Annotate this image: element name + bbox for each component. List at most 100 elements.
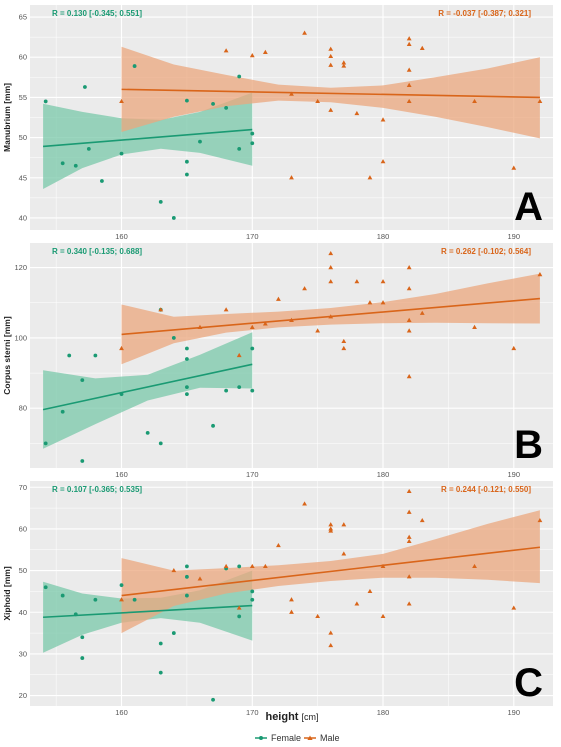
panel-b: 160 170 180 190 80 100 120 Corpus sterni [mm] R … — [2, 243, 553, 479]
female-data-point — [60, 593, 65, 598]
male-data-point — [367, 300, 373, 305]
female-data-point — [43, 99, 48, 104]
x-tick-label: 160 — [115, 470, 128, 479]
male-data-point — [302, 286, 307, 291]
female-data-point — [185, 346, 189, 351]
male-data-point — [406, 36, 412, 41]
male-data-point — [249, 324, 255, 329]
male-data-point — [249, 563, 255, 569]
female-data-point — [43, 585, 48, 590]
panel-letter: B — [514, 423, 543, 467]
y-tick-label: 45 — [19, 173, 27, 182]
male-data-point — [406, 41, 412, 46]
female-data-point — [185, 574, 189, 579]
male-data-point — [302, 30, 307, 35]
male-data-point — [380, 117, 386, 122]
female-data-point — [67, 353, 72, 358]
legend-female-label: Female — [271, 733, 301, 743]
panel-letter: C — [514, 661, 543, 705]
male-data-point — [119, 597, 124, 602]
male-fit-line — [121, 88, 540, 99]
male-data-point — [406, 286, 412, 291]
male-correlation-label: R = -0.037 [-0.387; 0.321] — [438, 9, 531, 18]
female-confidence-band — [43, 92, 253, 189]
male-data-point — [341, 338, 347, 344]
female-data-point — [80, 378, 85, 383]
male-data-point — [197, 324, 203, 329]
male-data-point — [158, 307, 164, 312]
female-data-point — [60, 161, 65, 166]
female-data-point — [211, 423, 215, 428]
male-data-point — [262, 49, 268, 55]
male-data-point — [341, 63, 347, 68]
male-data-point — [223, 48, 229, 53]
x-tick-label: 190 — [508, 232, 521, 241]
y-axis-label: Xiphoid [mm] — [2, 566, 12, 620]
male-data-point — [406, 373, 412, 379]
male-data-point — [197, 576, 203, 581]
y-tick-label: 60 — [19, 53, 27, 62]
male-data-point — [328, 528, 334, 533]
male-data-point — [511, 165, 517, 170]
female-data-point — [250, 346, 255, 351]
legend-male-marker — [307, 735, 313, 740]
female-data-point — [132, 597, 137, 602]
male-data-point — [289, 91, 294, 96]
female-data-point — [185, 172, 189, 177]
female-data-point — [73, 612, 78, 617]
male-data-point — [302, 501, 307, 506]
x-axis-unit: [cm] — [302, 712, 319, 722]
male-data-point — [289, 317, 294, 322]
female-data-point — [86, 146, 91, 151]
male-data-point — [380, 279, 386, 284]
female-data-point — [250, 131, 255, 136]
male-fit-line — [121, 546, 541, 597]
x-axis-label: height [cm] — [265, 711, 318, 723]
panel-letter: A — [514, 185, 543, 229]
female-data-point — [171, 216, 176, 220]
x-tick-label: 190 — [508, 470, 521, 479]
male-data-point — [315, 98, 321, 104]
male-data-point — [328, 642, 334, 648]
female-data-point — [250, 141, 255, 146]
y-tick-label: 40 — [19, 608, 27, 617]
male-data-point — [406, 488, 412, 494]
y-tick-label: 50 — [19, 566, 27, 575]
male-data-point — [472, 324, 477, 329]
male-data-point — [537, 98, 543, 104]
y-tick-label: 20 — [19, 691, 27, 700]
panel-a: 160 170 180 190 40 45 50 55 60 65 Manubrium [mm] R … — [2, 5, 553, 241]
x-tick-label: 160 — [115, 232, 128, 241]
x-tick-label: 180 — [377, 708, 390, 717]
male-data-point — [171, 567, 177, 573]
female-data-point — [158, 670, 163, 675]
female-data-point — [185, 593, 189, 598]
female-fit-line — [43, 128, 253, 148]
y-tick-label: 100 — [14, 333, 27, 342]
x-tick-label: 170 — [246, 708, 259, 717]
male-data-point — [328, 265, 334, 270]
male-data-point — [367, 588, 373, 594]
male-data-point — [328, 314, 334, 319]
female-correlation-label: R = 0.130 [-0.345; 0.551] — [52, 9, 142, 18]
female-fit-line — [43, 604, 253, 619]
legend-female-marker — [259, 736, 263, 740]
male-data-point — [341, 60, 347, 65]
x-tick-label: 180 — [377, 232, 390, 241]
male-data-point — [406, 538, 412, 544]
male-data-point — [289, 175, 294, 180]
male-data-point — [328, 250, 334, 256]
male-data-point — [236, 352, 242, 358]
male-confidence-band — [121, 273, 540, 365]
male-data-point — [249, 53, 255, 58]
x-tick-label: 160 — [115, 708, 128, 717]
male-data-point — [119, 98, 124, 104]
male-data-point — [328, 62, 334, 67]
male-data-point — [380, 159, 386, 164]
male-data-point — [406, 82, 412, 87]
male-data-point — [367, 175, 373, 180]
male-data-point — [406, 67, 412, 72]
male-data-point — [406, 328, 412, 333]
female-correlation-label: R = 0.107 [-0.365; 0.535] — [52, 485, 142, 494]
female-data-point — [237, 146, 242, 151]
